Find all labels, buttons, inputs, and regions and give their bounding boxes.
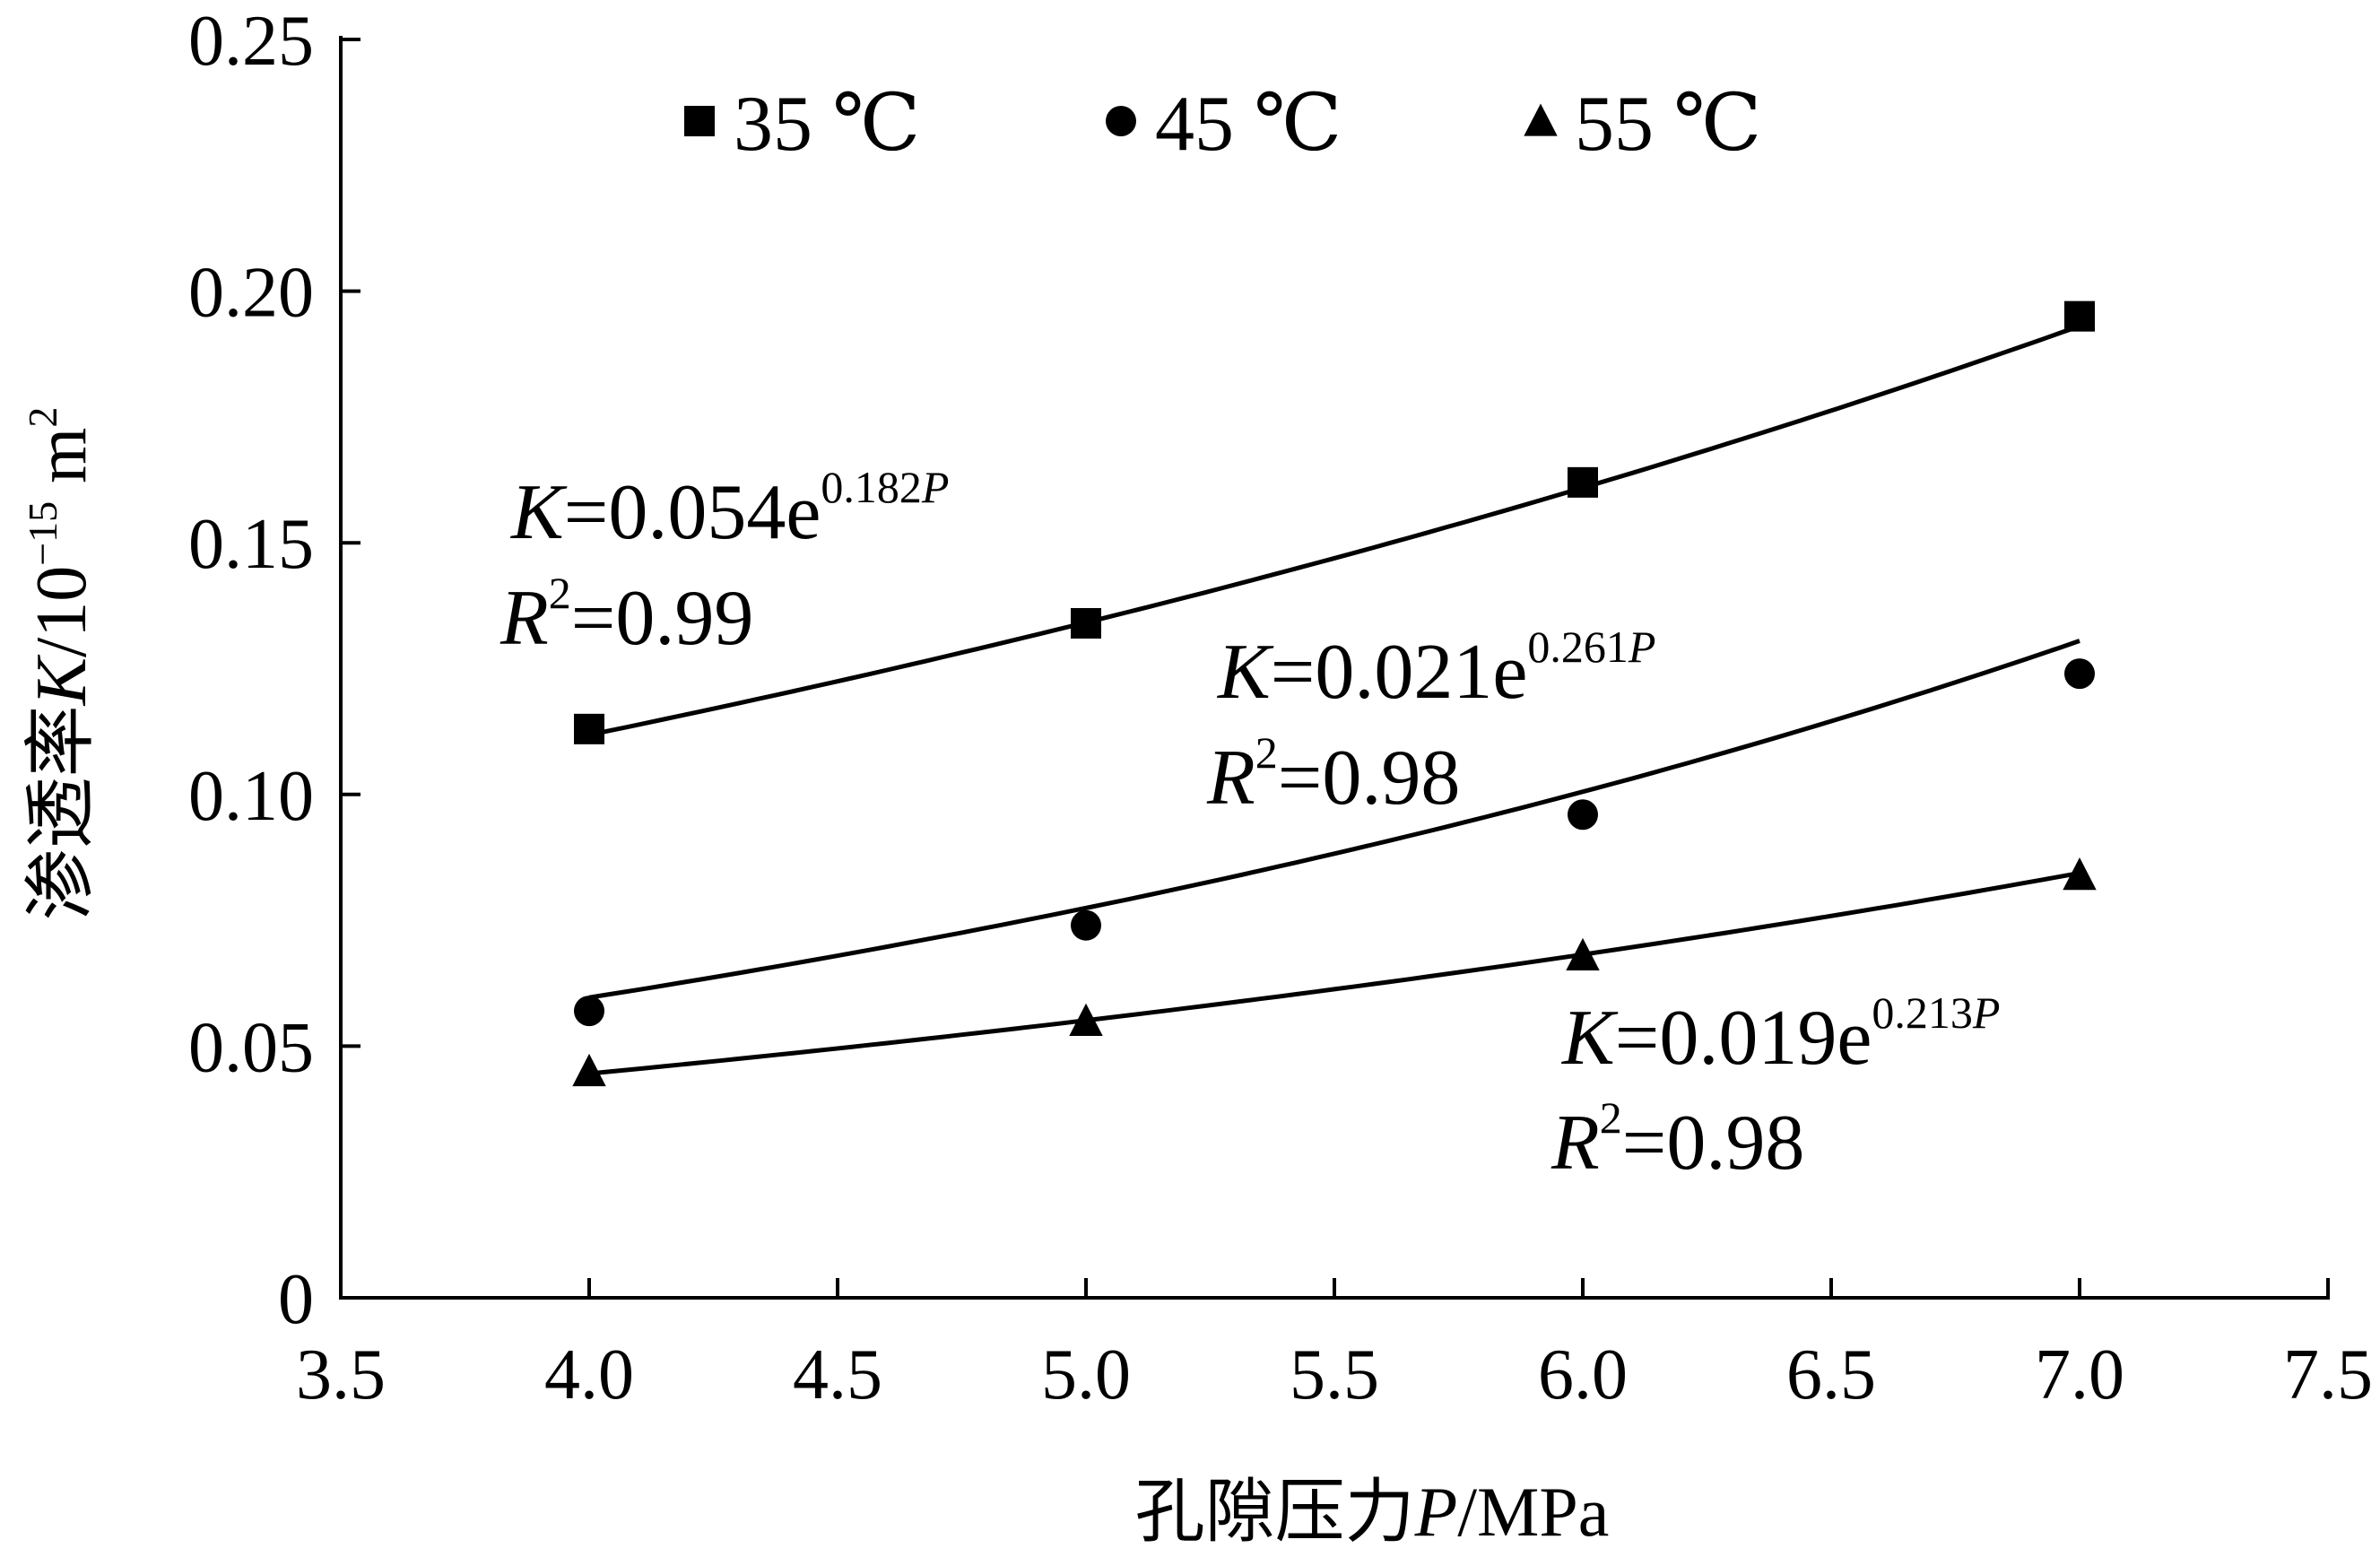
- y-tick-label: 0: [278, 1260, 314, 1339]
- r-squared-var: R: [1550, 1100, 1600, 1187]
- equation-var: K: [509, 469, 568, 556]
- data-point-triangle: [1566, 937, 1600, 971]
- r-squared-label: R2=0.99: [499, 568, 753, 662]
- r-squared-label: R2=0.98: [1550, 1092, 1804, 1187]
- x-tick-label: 7.5: [2283, 1335, 2373, 1414]
- data-point-triangle: [572, 1053, 606, 1087]
- x-tick-label: 4.5: [793, 1335, 882, 1414]
- x-axis-label-var: P: [1414, 1473, 1458, 1551]
- x-tick-label: 4.0: [544, 1335, 634, 1414]
- x-axis-label: 孔隙压力P/MPa: [1135, 1473, 1610, 1551]
- x-tick-label: 3.5: [296, 1335, 386, 1414]
- y-axis-label-var: K: [22, 654, 101, 706]
- legend-label: 55 ℃: [1575, 81, 1761, 168]
- equation-exponent: 0.261: [1527, 622, 1629, 672]
- x-tick-label: 5.0: [1041, 1335, 1131, 1414]
- r-squared-body: =0.98: [1278, 735, 1461, 822]
- r-squared-body: =0.99: [571, 575, 754, 662]
- y-axis-ticks: 0 0.05 0.10 0.15 0.20 0.25: [188, 2, 360, 1339]
- x-tick-label: 5.5: [1290, 1335, 1379, 1414]
- legend-label: 35 ℃: [734, 81, 920, 168]
- y-axis-label-unit-post: m: [22, 428, 101, 501]
- equation-exponent-var: P: [1972, 987, 2001, 1038]
- fit-equation: K=0.019e0.213P: [1560, 987, 2000, 1082]
- equation-var: K: [1560, 995, 1619, 1082]
- data-point-square: [2064, 300, 2095, 332]
- data-point-circle: [1071, 909, 1101, 941]
- x-axis-ticks: 3.5 4.0 4.5 5.0 5.5 6.0 6.5 7.0 7.5: [296, 1278, 2373, 1414]
- data-markers: [572, 300, 2097, 1087]
- data-point-square: [1568, 466, 1598, 498]
- legend-marker-circle: [1106, 106, 1136, 136]
- data-point-square: [1071, 607, 1101, 639]
- fit-curves: [588, 324, 2080, 1076]
- equation-exponent: 0.213: [1872, 987, 1973, 1038]
- data-point-circle: [574, 996, 604, 1027]
- data-point-triangle: [1069, 1003, 1103, 1036]
- y-tick-label: 0.10: [188, 757, 314, 836]
- y-axis-label-unit-exp: 2: [20, 407, 65, 428]
- equation-exponent-var: P: [1628, 622, 1656, 672]
- fit-equation: K=0.021e0.261P: [1216, 622, 1655, 716]
- y-tick-label: 0.25: [188, 2, 314, 81]
- equation-body: =0.021e: [1271, 629, 1528, 716]
- fit-curve-line: [588, 870, 2080, 1076]
- r-squared-label: R2=0.98: [1206, 727, 1460, 822]
- legend-label: 45 ℃: [1155, 81, 1342, 168]
- legend: 35 ℃ 45 ℃ 55 ℃: [684, 81, 1761, 168]
- legend-marker-square: [684, 106, 715, 136]
- r-squared-sup: 2: [1600, 1092, 1622, 1143]
- data-point-square: [574, 713, 604, 744]
- data-point-triangle: [2063, 857, 2097, 891]
- y-axis-label-unit-pre: /10: [22, 566, 101, 657]
- y-axis-label-prefix: 渗透率: [22, 705, 101, 920]
- x-axis-label-prefix: 孔隙压力: [1135, 1473, 1415, 1551]
- r-squared-var: R: [1206, 735, 1255, 822]
- r-squared-sup: 2: [549, 568, 571, 618]
- y-axis-label: 渗透率K/10−15 m2: [20, 407, 101, 921]
- equation-body: =0.019e: [1615, 995, 1872, 1082]
- y-axis-label-exp: −15: [20, 501, 65, 566]
- equation-exponent-var: P: [921, 462, 950, 512]
- fit-curve-line: [588, 324, 2080, 737]
- r-squared-body: =0.98: [1622, 1100, 1805, 1187]
- r-squared-sup: 2: [1255, 727, 1278, 778]
- y-tick-label: 0.20: [188, 254, 314, 333]
- equation-var: K: [1216, 629, 1274, 716]
- x-tick-label: 6.5: [1786, 1335, 1876, 1414]
- y-tick-label: 0.15: [188, 505, 314, 584]
- y-tick-label: 0.05: [188, 1008, 314, 1087]
- fit-equation: K=0.054e0.182P: [509, 462, 949, 556]
- x-axis-label-unit: /MPa: [1457, 1473, 1609, 1551]
- legend-marker-triangle: [1524, 103, 1558, 136]
- fit-curve-line: [588, 639, 2080, 1000]
- r-squared-var: R: [499, 575, 549, 662]
- x-tick-label: 7.0: [2035, 1335, 2124, 1414]
- x-tick-label: 6.0: [1538, 1335, 1628, 1414]
- data-point-circle: [1568, 799, 1598, 831]
- equation-exponent: 0.182: [821, 462, 922, 512]
- equation-body: =0.054e: [564, 469, 821, 556]
- fit-equations: K=0.054e0.182PR2=0.99K=0.021e0.261PR2=0.…: [499, 462, 2000, 1187]
- data-point-circle: [2064, 658, 2095, 690]
